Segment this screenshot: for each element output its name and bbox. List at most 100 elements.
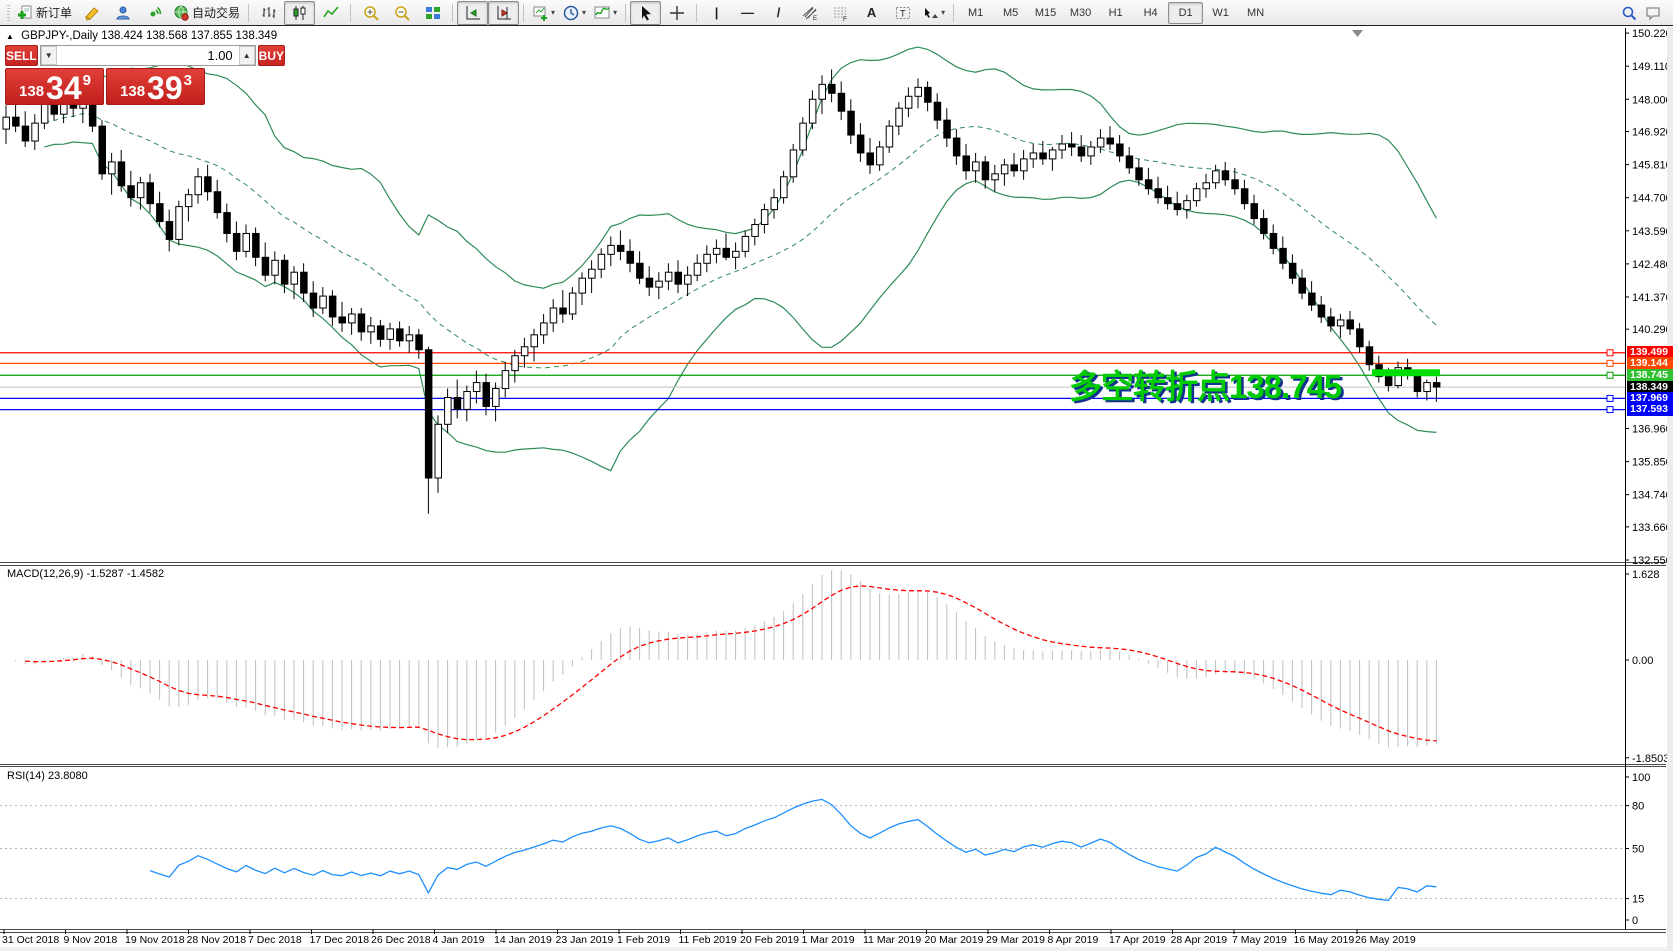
candle-body[interactable] (1356, 328, 1364, 348)
candle-body[interactable] (271, 259, 279, 276)
candle-body[interactable] (972, 161, 980, 172)
candle-body[interactable] (1346, 319, 1354, 330)
candle-body[interactable] (348, 313, 356, 324)
search-icon[interactable] (1621, 5, 1637, 21)
candle-body[interactable] (357, 313, 366, 333)
hline-handle[interactable] (1606, 406, 1614, 414)
hline-handle[interactable] (1606, 349, 1614, 357)
tile-windows-button[interactable] (417, 1, 448, 25)
candle-body[interactable] (367, 325, 375, 333)
candle-body[interactable] (1087, 146, 1095, 157)
timeframe-h4[interactable]: H4 (1143, 6, 1158, 19)
candle-body[interactable] (1269, 232, 1278, 249)
candle-body[interactable] (626, 250, 634, 264)
line-chart-button[interactable] (315, 1, 346, 25)
candle-body[interactable] (559, 307, 567, 315)
candle-body[interactable] (684, 274, 692, 285)
timeframe-m15[interactable]: M15 (1034, 6, 1057, 19)
candle-body[interactable] (108, 161, 116, 175)
candle-body[interactable] (549, 307, 558, 324)
candle-body[interactable] (616, 244, 625, 252)
candle-body[interactable] (981, 161, 990, 181)
candle-body[interactable] (741, 235, 750, 252)
candle-body[interactable] (280, 259, 289, 285)
indicators-dropdown[interactable]: ▾ (590, 1, 621, 25)
channel-button[interactable]: E (794, 1, 825, 25)
candle-body[interactable] (309, 292, 318, 309)
candle-body[interactable] (780, 176, 788, 199)
candle-body[interactable] (386, 328, 394, 340)
annotation-text[interactable]: 多空转折点138.745 (1069, 368, 1342, 405)
zoom-in-button[interactable] (355, 1, 386, 25)
candle-body[interactable] (1106, 137, 1114, 145)
candle-body[interactable] (751, 224, 759, 237)
candle-body[interactable] (472, 382, 481, 393)
candle-body[interactable] (232, 232, 241, 252)
candle-body[interactable] (607, 244, 615, 255)
candle-body[interactable] (328, 295, 337, 318)
text-button[interactable]: A (856, 1, 887, 25)
candle-body[interactable] (1058, 143, 1066, 151)
candle-body[interactable] (290, 271, 298, 285)
candle-body[interactable] (530, 334, 538, 348)
candle-body[interactable] (146, 182, 154, 205)
candle-body[interactable] (1279, 247, 1287, 264)
candle-body[interactable] (156, 203, 164, 223)
candle-body[interactable] (732, 250, 740, 258)
candle-body[interactable] (1384, 376, 1393, 387)
candle-body[interactable] (1221, 170, 1230, 181)
candle-body[interactable] (770, 197, 778, 211)
candle-body[interactable] (1039, 152, 1047, 160)
candle-body[interactable] (501, 370, 510, 390)
candle-body[interactable] (1212, 170, 1220, 184)
candle-body[interactable] (453, 396, 462, 410)
candle-body[interactable] (1336, 319, 1345, 327)
candle-body[interactable] (194, 176, 202, 196)
candle-body[interactable] (1317, 304, 1326, 318)
timeframe-m1[interactable]: M1 (967, 6, 984, 19)
sell-price-display[interactable]: 138 34 9 (5, 68, 104, 105)
styles-button[interactable] (76, 1, 107, 25)
crosshair-button[interactable] (661, 1, 692, 25)
candle-body[interactable] (1068, 143, 1076, 148)
candle-body[interactable] (463, 391, 471, 410)
candle-body[interactable] (876, 146, 884, 166)
hline-handle[interactable] (1606, 371, 1614, 379)
candle-body[interactable] (213, 191, 222, 214)
turning-point-marker[interactable] (1372, 369, 1440, 377)
candle-body[interactable] (962, 155, 970, 172)
signals-button[interactable] (138, 1, 169, 25)
candle-body[interactable] (204, 176, 212, 193)
buy-button[interactable]: BUY (257, 45, 286, 66)
timeframe-w1[interactable]: W1 (1212, 6, 1229, 19)
profile-button[interactable] (107, 1, 138, 25)
candle-body[interactable] (636, 262, 644, 279)
candle-body[interactable] (1240, 188, 1249, 205)
candle-body[interactable] (991, 173, 999, 181)
candle-body[interactable] (885, 125, 894, 148)
vertical-line-button[interactable]: | (701, 1, 732, 25)
candle-body[interactable] (98, 125, 106, 175)
volume-increase-button[interactable]: ▲ (238, 46, 255, 65)
candle-body[interactable] (1010, 164, 1018, 172)
candle-body[interactable] (252, 232, 260, 258)
candle-body[interactable] (703, 253, 711, 264)
candle-body[interactable] (828, 83, 836, 94)
candle-body[interactable] (799, 122, 807, 151)
hline-handle[interactable] (1606, 394, 1614, 402)
candle-body[interactable] (1164, 197, 1172, 205)
candle-body[interactable] (808, 98, 817, 124)
candle-body[interactable] (175, 206, 183, 240)
candle-body[interactable] (511, 355, 519, 372)
candle-body[interactable] (261, 256, 270, 276)
candle-body[interactable] (568, 292, 577, 315)
candle-body[interactable] (1144, 179, 1153, 190)
candle-body[interactable] (1308, 292, 1316, 306)
candle-body[interactable] (847, 110, 855, 136)
candle-body[interactable] (722, 247, 730, 258)
candle-body[interactable] (21, 125, 30, 142)
candle-body[interactable] (165, 221, 174, 240)
label-button[interactable]: T (887, 1, 918, 25)
candle-body[interactable] (184, 194, 193, 208)
fibonacci-button[interactable]: F (825, 1, 856, 25)
